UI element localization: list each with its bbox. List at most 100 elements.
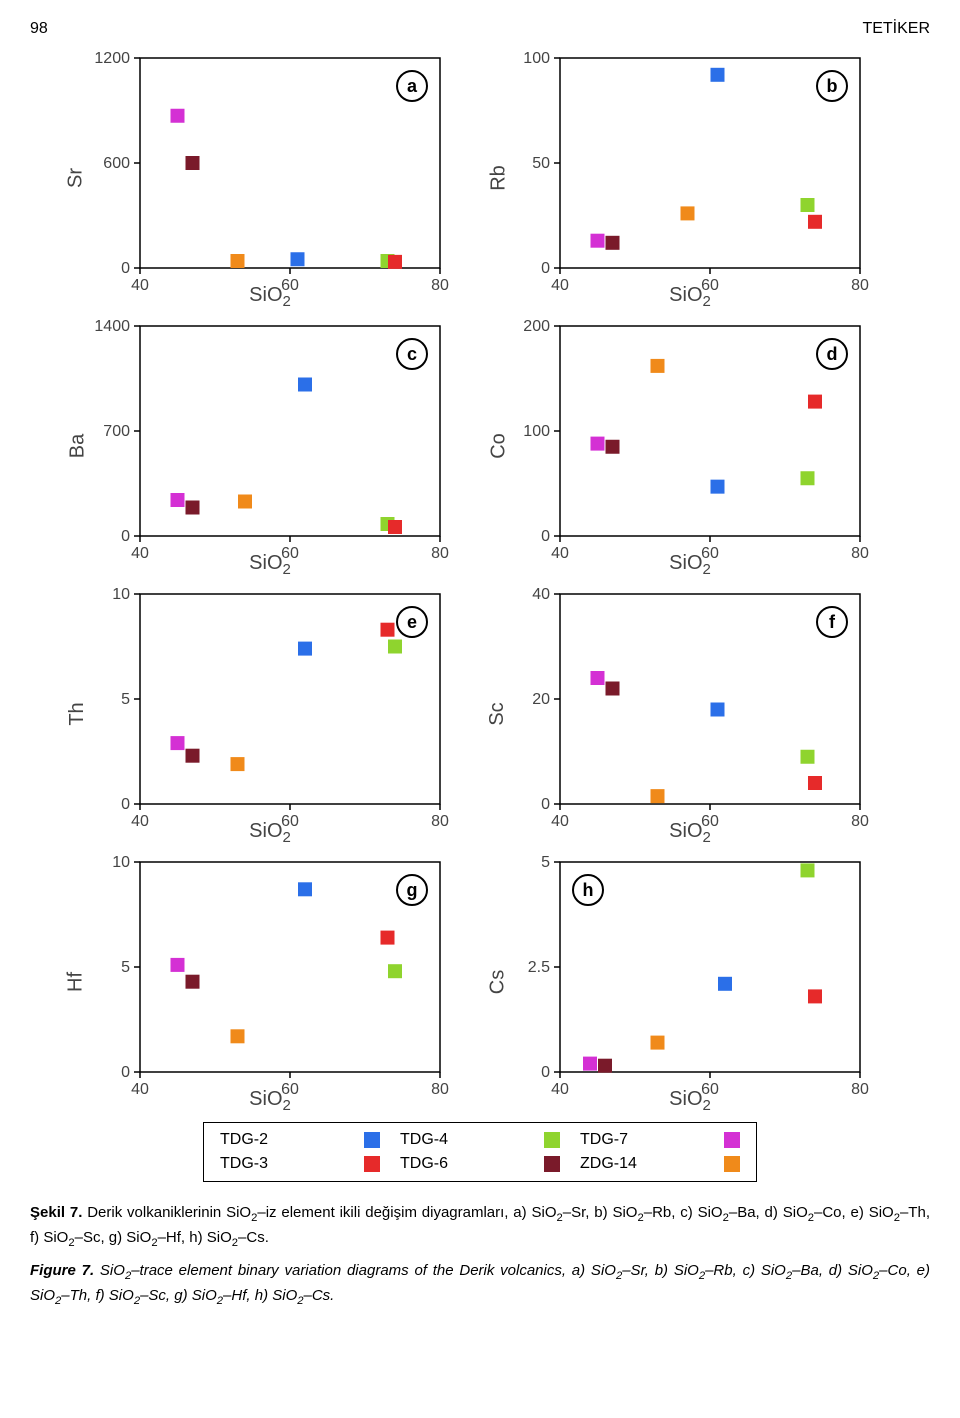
svg-text:5: 5 bbox=[541, 854, 550, 871]
xlabel: SiO2 bbox=[669, 820, 711, 846]
marker-TDG-3 bbox=[808, 215, 822, 229]
panel-g: 4060800510HfSiO2g bbox=[90, 852, 450, 1112]
svg-text:100: 100 bbox=[523, 50, 550, 67]
svg-text:80: 80 bbox=[431, 813, 449, 830]
svg-text:40: 40 bbox=[131, 277, 149, 294]
marker-TDG-2 bbox=[711, 68, 725, 82]
svg-text:200: 200 bbox=[523, 318, 550, 335]
panel-d: 4060800100200CoSiO2d bbox=[510, 316, 870, 576]
xlabel: SiO2 bbox=[669, 552, 711, 578]
swatch-ZDG-14 bbox=[724, 1156, 740, 1172]
marker-TDG-4 bbox=[801, 863, 815, 877]
caption-text: Derik volkaniklerinin SiO bbox=[82, 1204, 251, 1221]
legend-label: TDG-2 bbox=[220, 1131, 268, 1149]
xlabel: SiO2 bbox=[669, 284, 711, 310]
marker-TDG-3 bbox=[808, 395, 822, 409]
ylabel-e: Th bbox=[66, 702, 89, 725]
marker-TDG-3 bbox=[381, 623, 395, 637]
svg-text:20: 20 bbox=[532, 691, 550, 708]
svg-text:0: 0 bbox=[541, 528, 550, 545]
svg-text:2.5: 2.5 bbox=[528, 959, 550, 976]
svg-text:600: 600 bbox=[103, 155, 130, 172]
legend-item-TDG-2: TDG-2 bbox=[220, 1131, 380, 1149]
svg-text:0: 0 bbox=[121, 1064, 130, 1081]
marker-TDG-7 bbox=[583, 1057, 597, 1071]
marker-ZDG-14 bbox=[231, 757, 245, 771]
svg-text:40: 40 bbox=[131, 1081, 149, 1098]
svg-text:80: 80 bbox=[851, 277, 869, 294]
svg-text:1400: 1400 bbox=[94, 318, 130, 335]
panel-b: 406080050100RbSiO2b bbox=[510, 48, 870, 308]
legend-label: TDG-7 bbox=[580, 1131, 628, 1149]
svg-text:40: 40 bbox=[131, 813, 149, 830]
svg-text:5: 5 bbox=[121, 691, 130, 708]
svg-text:10: 10 bbox=[112, 854, 130, 871]
marker-TDG-7 bbox=[171, 736, 185, 750]
swatch-TDG-6 bbox=[544, 1156, 560, 1172]
panel-letter-a: a bbox=[396, 70, 428, 102]
marker-ZDG-14 bbox=[651, 1036, 665, 1050]
panel-e: 4060800510ThSiO2e bbox=[90, 584, 450, 844]
marker-TDG-2 bbox=[298, 882, 312, 896]
swatch-TDG-4 bbox=[544, 1132, 560, 1148]
panel-letter-c: c bbox=[396, 338, 428, 370]
svg-text:50: 50 bbox=[532, 155, 550, 172]
marker-TDG-3 bbox=[388, 520, 402, 534]
ylabel-g: Hf bbox=[65, 972, 88, 992]
ylabel-d: Co bbox=[487, 433, 510, 459]
svg-text:5: 5 bbox=[121, 959, 130, 976]
panel-letter-f: f bbox=[816, 606, 848, 638]
marker-TDG-7 bbox=[591, 437, 605, 451]
ylabel-f: Sc bbox=[486, 702, 509, 725]
marker-TDG-2 bbox=[711, 703, 725, 717]
svg-text:80: 80 bbox=[851, 813, 869, 830]
legend-item-ZDG-14: ZDG-14 bbox=[580, 1155, 740, 1173]
legend-label: TDG-6 bbox=[400, 1155, 448, 1173]
marker-TDG-3 bbox=[381, 931, 395, 945]
svg-text:80: 80 bbox=[431, 277, 449, 294]
marker-TDG-7 bbox=[171, 493, 185, 507]
marker-TDG-7 bbox=[591, 671, 605, 685]
marker-ZDG-14 bbox=[238, 495, 252, 509]
marker-TDG-6 bbox=[186, 975, 200, 989]
svg-text:0: 0 bbox=[541, 1064, 550, 1081]
marker-TDG-7 bbox=[591, 234, 605, 248]
caption-en: Figure 7. SiO2–trace element binary vari… bbox=[30, 1260, 930, 1310]
marker-TDG-2 bbox=[298, 642, 312, 656]
marker-ZDG-14 bbox=[231, 1029, 245, 1043]
legend-label: TDG-4 bbox=[400, 1131, 448, 1149]
panel-h: 40608002.55CsSiO2h bbox=[510, 852, 870, 1112]
marker-ZDG-14 bbox=[231, 254, 245, 268]
svg-text:40: 40 bbox=[551, 1081, 569, 1098]
panel-letter-h: h bbox=[572, 874, 604, 906]
svg-text:40: 40 bbox=[551, 545, 569, 562]
svg-text:40: 40 bbox=[551, 813, 569, 830]
swatch-TDG-7 bbox=[724, 1132, 740, 1148]
svg-text:0: 0 bbox=[121, 796, 130, 813]
svg-text:700: 700 bbox=[103, 423, 130, 440]
legend-box: TDG-2 TDG-4 TDG-7 TDG-3 TDG-6 ZDG-14 bbox=[203, 1122, 757, 1182]
xlabel: SiO2 bbox=[249, 1088, 291, 1114]
marker-TDG-4 bbox=[801, 471, 815, 485]
chart-grid: 40608006001200SrSiO2a406080050100RbSiO2b… bbox=[30, 48, 930, 1112]
marker-TDG-6 bbox=[606, 682, 620, 696]
marker-TDG-6 bbox=[606, 440, 620, 454]
xlabel: SiO2 bbox=[669, 1088, 711, 1114]
marker-TDG-2 bbox=[298, 378, 312, 392]
panel-c: 40608007001400BaSiO2c bbox=[90, 316, 450, 576]
svg-text:80: 80 bbox=[431, 545, 449, 562]
marker-TDG-3 bbox=[388, 255, 402, 269]
marker-TDG-6 bbox=[186, 156, 200, 170]
legend-item-TDG-4: TDG-4 bbox=[400, 1131, 560, 1149]
marker-ZDG-14 bbox=[651, 359, 665, 373]
svg-text:0: 0 bbox=[121, 528, 130, 545]
panel-letter-e: e bbox=[396, 606, 428, 638]
caption-tr: Şekil 7. Derik volkaniklerinin SiO2–iz e… bbox=[30, 1202, 930, 1252]
marker-TDG-4 bbox=[801, 750, 815, 764]
marker-TDG-3 bbox=[808, 989, 822, 1003]
legend-item-TDG-3: TDG-3 bbox=[220, 1155, 380, 1173]
marker-TDG-4 bbox=[388, 964, 402, 978]
marker-TDG-4 bbox=[801, 198, 815, 212]
legend-item-TDG-7: TDG-7 bbox=[580, 1131, 740, 1149]
svg-text:80: 80 bbox=[851, 1081, 869, 1098]
